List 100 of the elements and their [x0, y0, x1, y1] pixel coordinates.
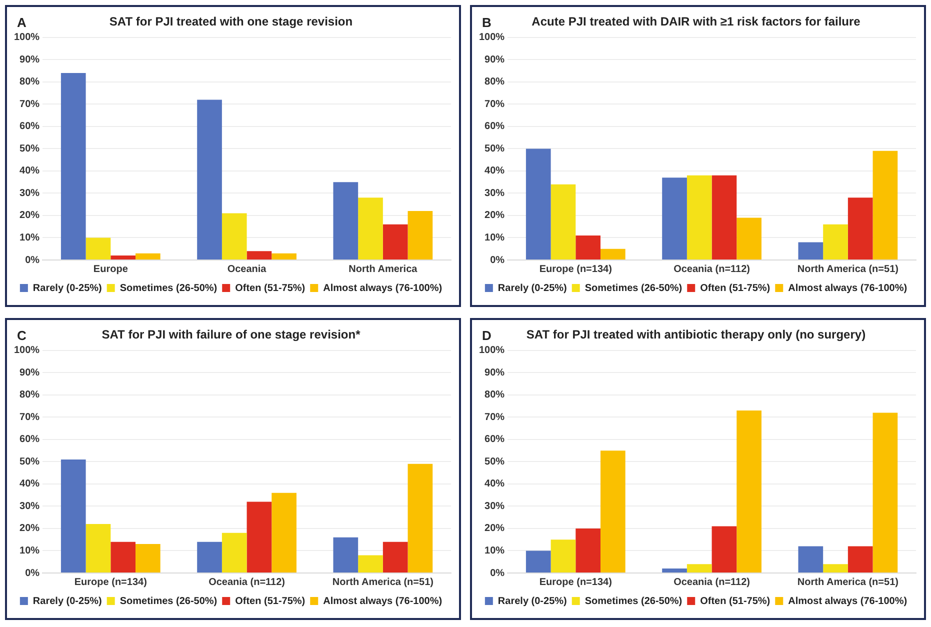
y-tick-label: 10% [20, 232, 40, 244]
y-tick-label: 0% [25, 568, 40, 579]
bar [526, 550, 551, 572]
bar [798, 242, 824, 260]
bar [526, 148, 551, 260]
bar [60, 73, 86, 260]
legend-label: Sometimes (26-50%) [120, 596, 218, 607]
y-tick-label: 10% [20, 545, 40, 556]
bar [197, 542, 222, 572]
x-tick-label: North America (n=51) [332, 576, 434, 588]
y-tick-label: 40% [484, 478, 505, 490]
bar [686, 564, 712, 572]
legend-label: Almost always (76-100%) [323, 596, 442, 607]
y-tick-label: 20% [484, 210, 505, 222]
y-tick-label: 20% [20, 523, 40, 534]
y-tick-label: 90% [20, 54, 40, 66]
y-tick-label: 60% [484, 434, 505, 446]
text: A [17, 15, 26, 30]
x-tick-label: Oceania (n=112) [674, 576, 750, 588]
bar [848, 198, 873, 260]
bar [86, 238, 111, 260]
y-tick-label: 80% [484, 390, 505, 401]
legend-label: Rarely (0-25%) [32, 596, 102, 607]
bar [272, 492, 296, 572]
bar [550, 184, 576, 260]
legend-label: Often (51-75%) [700, 282, 770, 294]
bar [662, 568, 687, 572]
y-tick-label: 100% [14, 32, 40, 44]
bar [333, 182, 358, 260]
x-tick-label: Europe (n=134) [539, 264, 612, 275]
text: B [482, 15, 492, 30]
bar [382, 542, 408, 572]
y-tick-label: 70% [20, 412, 40, 423]
y-tick-label: 90% [484, 367, 505, 378]
y-tick-label: 40% [484, 166, 505, 177]
bar [272, 253, 296, 260]
bar [408, 464, 433, 572]
legend-label: Rarely (0-25%) [498, 282, 567, 294]
legend-label: Often (51-75%) [235, 596, 306, 607]
y-tick-label: 0% [25, 254, 40, 266]
y-tick-label: 50% [20, 456, 40, 468]
chart-title: SAT for PJI treated with antibiotic therapy only (no surgery) [526, 328, 866, 342]
bar [358, 555, 383, 572]
bar [333, 537, 358, 572]
y-tick-label: 20% [484, 523, 505, 534]
bar [872, 150, 898, 260]
bar [712, 175, 737, 260]
bar [736, 218, 762, 260]
y-tick-label: 40% [20, 478, 40, 490]
x-tick-label: Oceania (n=112) [208, 576, 286, 588]
y-tick-label: 100% [14, 345, 40, 356]
bar [135, 544, 160, 572]
y-tick-label: 60% [484, 121, 505, 132]
bar [222, 532, 247, 572]
y-tick-label: 30% [484, 500, 505, 512]
text: D [482, 328, 492, 343]
y-tick-label: 10% [484, 232, 505, 244]
y-tick-label: 50% [484, 456, 505, 468]
y-tick-label: 100% [479, 345, 505, 356]
bar [736, 410, 762, 572]
x-tick-label: North America [348, 264, 418, 275]
y-tick-label: 60% [20, 121, 40, 132]
bar [823, 564, 848, 572]
bar [246, 251, 272, 260]
bar [662, 178, 687, 260]
x-tick-label: Oceania (n=112) [674, 264, 750, 275]
text: C [17, 328, 26, 343]
legend-label: Often (51-75%) [235, 282, 306, 294]
x-tick-label: North America (n=51) [797, 576, 898, 588]
bar [872, 412, 898, 572]
legend-label: Sometimes (26-50%) [584, 282, 682, 294]
x-tick-label: Europe (n=134) [539, 576, 612, 588]
legend-label: Rarely (0-25%) [32, 282, 102, 294]
y-tick-label: 90% [20, 367, 40, 378]
x-tick-label: North America (n=51) [797, 264, 898, 275]
y-tick-label: 40% [20, 166, 40, 177]
y-tick-label: 80% [484, 76, 505, 88]
bar [576, 528, 600, 572]
bar [110, 256, 136, 260]
y-tick-label: 90% [484, 54, 505, 66]
legend-label: Almost always (76-100%) [788, 596, 908, 607]
y-tick-label: 80% [20, 76, 40, 88]
bar [110, 542, 136, 572]
legend-label: Often (51-75%) [700, 596, 770, 607]
y-tick-label: 30% [20, 500, 40, 512]
y-tick-label: 70% [484, 98, 505, 110]
legend-label: Sometimes (26-50%) [584, 596, 682, 607]
bar [358, 198, 383, 260]
bar [798, 546, 824, 572]
bar [408, 211, 433, 260]
legend-label: Almost always (76-100%) [788, 282, 908, 294]
x-tick-label: Europe [93, 264, 128, 275]
x-tick-label: Europe (n=134) [74, 576, 147, 588]
chart-title: SAT for PJI with failure of one stage revision* [102, 328, 361, 342]
y-tick-label: 50% [484, 143, 505, 154]
y-tick-label: 100% [479, 32, 505, 44]
legend-label: Rarely (0-25%) [498, 596, 567, 607]
bar [60, 459, 86, 572]
bar [600, 450, 626, 572]
y-tick-label: 30% [20, 188, 40, 199]
